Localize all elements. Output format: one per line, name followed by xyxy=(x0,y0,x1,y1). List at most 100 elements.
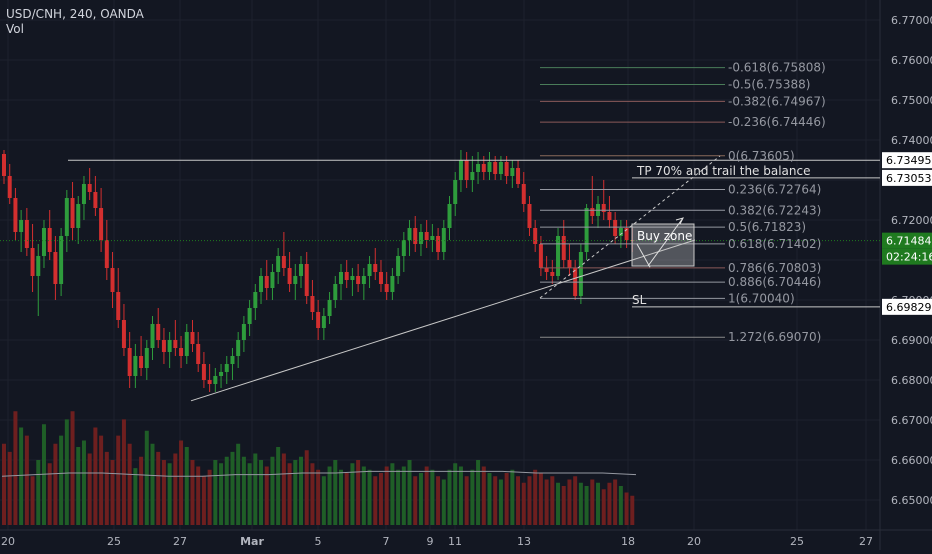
candle-body xyxy=(144,348,149,368)
volume-bar xyxy=(453,463,458,525)
chart-legend: USD/CNH, 240, OANDA Vol xyxy=(6,7,144,37)
candle-body xyxy=(196,344,201,364)
candle-body xyxy=(230,356,235,364)
candle-body xyxy=(613,220,618,236)
volume-bar xyxy=(281,453,286,525)
candle-body xyxy=(356,276,361,284)
candle-body xyxy=(527,204,532,228)
candle-body xyxy=(384,284,389,292)
symbol-title[interactable]: USD/CNH, 240, OANDA xyxy=(6,7,144,21)
candle-body xyxy=(607,212,612,220)
volume-bar xyxy=(133,468,138,525)
volume-bar xyxy=(373,476,378,525)
candle-body xyxy=(481,164,486,172)
candle-body xyxy=(47,228,52,252)
volume-bar xyxy=(139,456,144,525)
candle-body xyxy=(281,256,286,268)
candle-body xyxy=(13,198,18,232)
candle-body xyxy=(224,364,229,372)
candle-body xyxy=(436,236,441,252)
candle-body xyxy=(544,268,549,272)
volume-bar xyxy=(413,476,418,525)
price-axis-label: 6.67000 xyxy=(891,414,932,427)
price-marker-label: 6.71484 xyxy=(886,235,932,248)
volume-bar xyxy=(384,466,389,525)
volume-bar xyxy=(64,419,69,525)
volume-bar xyxy=(116,435,121,525)
volume-bar xyxy=(224,456,229,525)
fib-level-label: 0.618(6.71402) xyxy=(728,237,821,251)
candle-body xyxy=(367,264,372,276)
price-axis-label: 6.77000 xyxy=(891,14,932,27)
fib-level-label: 0.5(6.71823) xyxy=(728,220,806,234)
candle-body xyxy=(70,198,75,228)
volume-bar xyxy=(481,466,486,525)
volume-bar xyxy=(93,427,98,525)
candle-body xyxy=(41,228,46,256)
candle-body xyxy=(121,320,126,348)
price-marker xyxy=(882,169,932,186)
fib-level-label: 1.272(6.69070) xyxy=(728,330,821,344)
candle-body xyxy=(498,162,503,174)
up-arrow-head xyxy=(675,217,684,225)
volume-bar xyxy=(596,482,601,525)
candle-body xyxy=(110,268,115,292)
volume-bar xyxy=(81,440,86,525)
candle-body xyxy=(156,324,161,340)
volume-bar xyxy=(447,469,452,525)
time-axis-label: 7 xyxy=(383,535,390,548)
volume-bar xyxy=(179,440,184,525)
volume-bar xyxy=(287,463,292,525)
volume-bar xyxy=(13,411,18,525)
candle-body xyxy=(213,376,218,384)
volume-bar xyxy=(538,473,543,525)
volume-bar xyxy=(436,476,441,525)
candle-body xyxy=(487,162,492,172)
candle-body xyxy=(2,154,6,176)
price-axis-label: 6.74000 xyxy=(891,134,932,147)
price-axis-label: 6.76000 xyxy=(891,54,932,67)
volume-bar xyxy=(390,463,395,525)
volume-bar xyxy=(213,460,218,525)
volume-bar xyxy=(247,463,252,525)
candle-body xyxy=(407,228,412,240)
candle-body xyxy=(601,204,606,212)
volume-bar xyxy=(550,476,555,525)
candle-body xyxy=(504,162,509,176)
volume-bar xyxy=(521,482,526,525)
volume-bar xyxy=(270,456,275,525)
candle-body xyxy=(550,272,555,276)
candle-body xyxy=(116,292,121,320)
volume-label[interactable]: Vol xyxy=(6,22,24,36)
candle-body xyxy=(93,192,98,208)
volume-bar xyxy=(327,466,332,525)
candle-body xyxy=(247,308,252,324)
volume-bar xyxy=(407,460,412,525)
volume-bar xyxy=(350,463,355,525)
candle-body xyxy=(521,184,526,204)
candle-body xyxy=(104,240,109,268)
volume-bar xyxy=(104,451,109,525)
candle-body xyxy=(24,220,29,248)
volume-bar xyxy=(556,482,561,525)
candle-body xyxy=(470,172,475,180)
candle-body xyxy=(241,324,246,340)
volume-bar xyxy=(601,489,606,525)
fib-level-label: -0.236(6.74446) xyxy=(728,115,826,129)
candle-body xyxy=(373,264,378,272)
volume-bar xyxy=(498,479,503,525)
volume-bar xyxy=(356,460,361,525)
time-axis-label: 9 xyxy=(427,535,434,548)
volume-bar xyxy=(127,443,132,525)
volume-bar xyxy=(150,443,155,525)
price-marker-label: 6.69829 xyxy=(886,301,932,314)
fib-level-label: 1(6.70040) xyxy=(728,291,795,305)
candle-body xyxy=(30,248,35,276)
candle-body xyxy=(133,356,138,376)
volume-bar xyxy=(156,451,161,525)
candle-body xyxy=(344,272,349,280)
volume-bar xyxy=(7,451,12,525)
candle-body xyxy=(424,232,429,240)
